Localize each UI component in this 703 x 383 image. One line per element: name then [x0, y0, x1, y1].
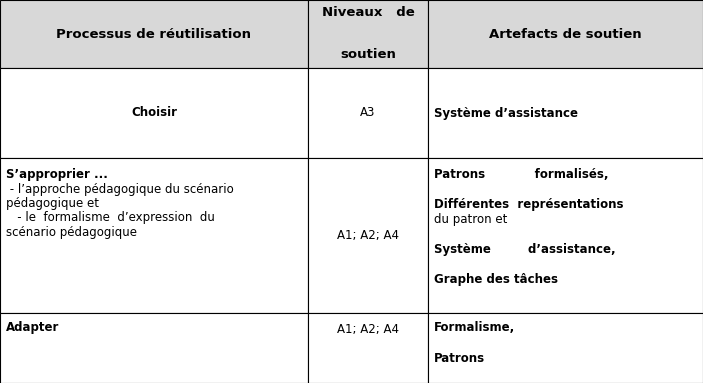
Bar — [428, 68, 703, 158]
Text: Processus de réutilisation: Processus de réutilisation — [56, 28, 252, 41]
Text: Choisir: Choisir — [131, 106, 177, 119]
Bar — [428, 158, 703, 313]
Text: S’approprier ...: S’approprier ... — [6, 168, 108, 181]
Bar — [428, 0, 703, 68]
Text: Système d’assistance: Système d’assistance — [434, 106, 578, 119]
Bar — [308, 68, 428, 158]
Text: Patrons: Patrons — [434, 352, 485, 365]
Text: du patron et: du patron et — [434, 213, 508, 226]
Text: A3: A3 — [361, 106, 375, 119]
Text: A1; A2; A4: A1; A2; A4 — [337, 323, 399, 336]
Text: A1; A2; A4: A1; A2; A4 — [337, 229, 399, 242]
Bar — [308, 0, 428, 68]
Text: Artefacts de soutien: Artefacts de soutien — [489, 28, 642, 41]
Text: Différentes  représentations: Différentes représentations — [434, 198, 624, 211]
Text: Système         d’assistance,: Système d’assistance, — [434, 243, 616, 256]
Bar — [0, 0, 308, 68]
Text: - l’approche pédagogique du scénario: - l’approche pédagogique du scénario — [6, 183, 234, 195]
Text: - le  formalisme  d’expression  du: - le formalisme d’expression du — [6, 211, 215, 224]
Text: scénario pédagogique: scénario pédagogique — [6, 226, 137, 239]
Text: Adapter: Adapter — [6, 321, 59, 334]
Bar — [0, 68, 308, 158]
Text: Niveaux   de

soutien: Niveaux de soutien — [322, 7, 414, 62]
Text: Formalisme,: Formalisme, — [434, 321, 515, 334]
Text: Graphe des tâches: Graphe des tâches — [434, 273, 558, 286]
Text: pédagogique et: pédagogique et — [6, 197, 99, 210]
Bar — [428, 313, 703, 383]
Bar — [308, 158, 428, 313]
Bar — [308, 313, 428, 383]
Text: Patrons            formalisés,: Patrons formalisés, — [434, 168, 609, 181]
Bar — [0, 313, 308, 383]
Bar — [0, 158, 308, 313]
